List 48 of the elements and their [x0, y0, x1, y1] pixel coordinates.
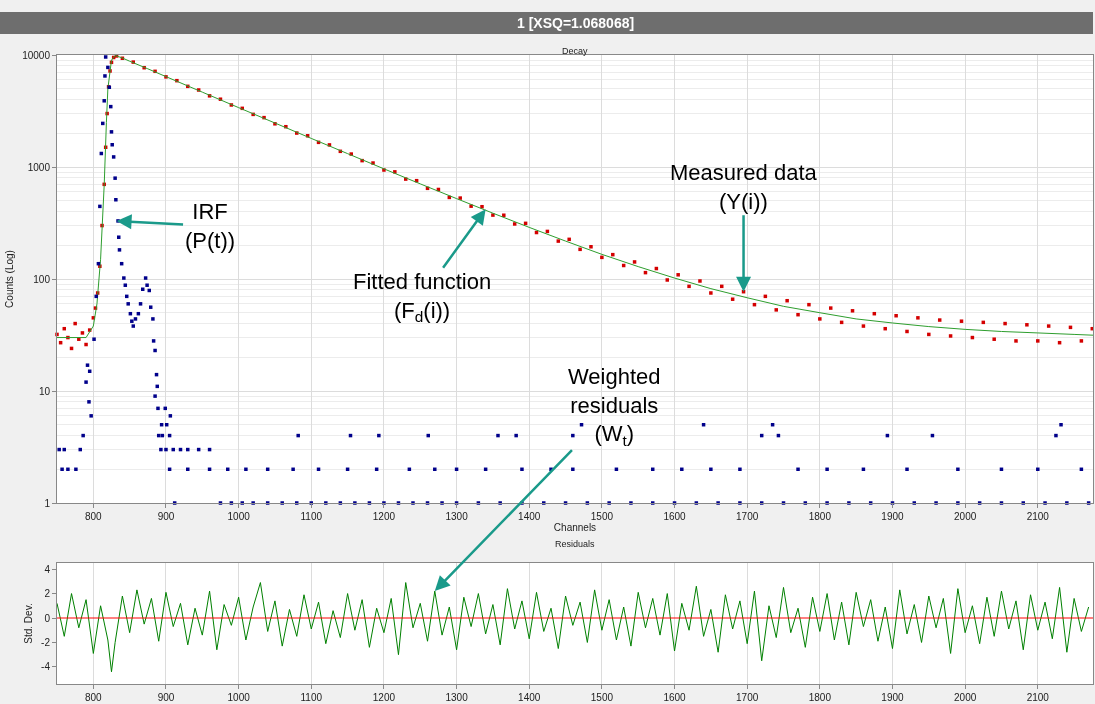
- annotation: Fitted function (F$_{d}$(i)): [353, 269, 492, 326]
- x-tick-label: 1300: [445, 511, 469, 522]
- x-tick-label: 1600: [663, 511, 687, 522]
- y-tick-label: 100: [33, 273, 51, 285]
- chart-title: 1 [XSQ=1.068068]: [517, 15, 635, 31]
- y-tick-label: -4: [41, 661, 51, 673]
- x-tick-label: 1900: [881, 692, 905, 703]
- x-tick-label: 800: [84, 692, 103, 703]
- x-tick-label: 1700: [736, 692, 759, 703]
- y-tick-label: 1000: [27, 161, 51, 173]
- y-tick-label: -2: [41, 636, 51, 648]
- x-tick-label: 1200: [372, 692, 396, 703]
- y-tick-label: 10000: [22, 49, 51, 61]
- x-tick-label: 800: [84, 511, 103, 522]
- y-axis-title: Std. Dev.: [23, 603, 35, 644]
- x-tick-label: 1000: [227, 511, 251, 522]
- x-tick-label: 900: [157, 511, 175, 522]
- x-tick-label: 1400: [518, 692, 541, 703]
- y-tick-label: 0: [44, 612, 51, 624]
- annotation: Weighted residuals (W$_{t}$): [568, 364, 661, 449]
- y-tick-label: 2: [44, 588, 51, 600]
- y-axis-title: Counts (Log): [4, 250, 16, 308]
- annotation: Measured data (Y(i)): [670, 160, 818, 214]
- chart-subtitle: Decay: [562, 46, 589, 56]
- x-tick-label: 1000: [227, 692, 251, 703]
- chart-title: Residuals: [555, 539, 596, 549]
- x-tick-label: 1100: [300, 511, 323, 522]
- x-tick-label: 1700: [736, 511, 759, 522]
- x-tick-label: 1200: [372, 511, 396, 522]
- x-axis-title: Channels: [553, 522, 597, 533]
- x-tick-label: 1800: [808, 692, 832, 703]
- y-tick-label: 10: [38, 385, 51, 397]
- x-tick-label: 1100: [300, 692, 323, 703]
- x-tick-label: 1500: [590, 511, 614, 522]
- x-tick-label: 1500: [590, 692, 614, 703]
- x-tick-label: 1300: [445, 692, 469, 703]
- x-tick-label: 2000: [954, 692, 977, 703]
- x-tick-label: 2100: [1026, 511, 1050, 522]
- annotation: IRF (P(t)): [185, 199, 236, 253]
- x-tick-label: 1900: [881, 511, 905, 522]
- y-tick-label: 4: [44, 563, 51, 575]
- x-tick-label: 1400: [518, 511, 541, 522]
- y-tick-label: 1: [44, 497, 51, 509]
- x-tick-label: 2100: [1026, 692, 1050, 703]
- x-tick-label: 2000: [954, 511, 977, 522]
- x-tick-label: 1800: [808, 511, 832, 522]
- x-tick-label: 1600: [663, 692, 687, 703]
- x-tick-label: 900: [157, 692, 175, 703]
